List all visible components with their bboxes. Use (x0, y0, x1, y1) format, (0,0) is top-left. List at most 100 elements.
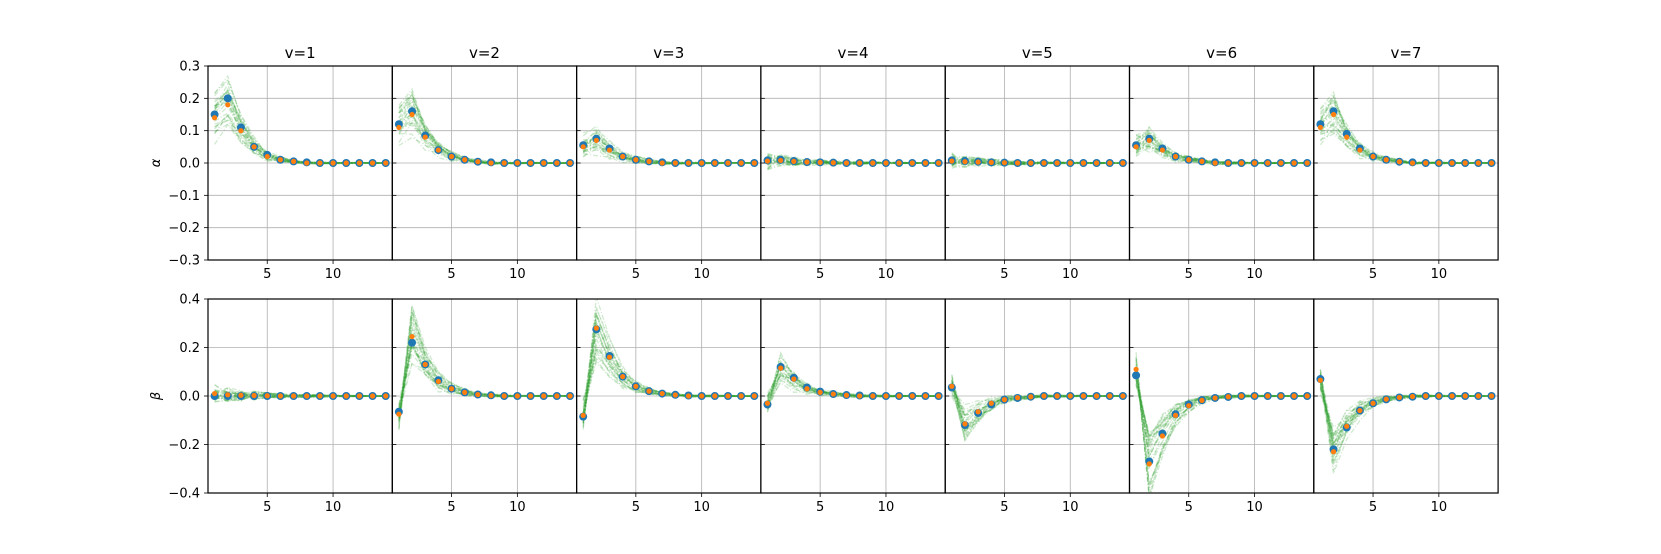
green-trajectory (582, 358, 755, 414)
orange-point (870, 393, 876, 399)
orange-point (554, 160, 560, 166)
green-trajectory (766, 378, 939, 410)
panel-r0-c1: 5 10 v=2 (391, 44, 578, 282)
green-trajectory (951, 382, 1123, 421)
orange-point (1436, 160, 1442, 166)
orange-point (1120, 160, 1126, 166)
green-trajectory (1320, 123, 1492, 165)
orange-point (672, 392, 678, 398)
orange-point (527, 160, 534, 166)
orange-point (751, 160, 757, 166)
orange-point (251, 144, 257, 150)
green-trajectory (951, 388, 1123, 411)
x-tick-label: 10 (325, 267, 342, 282)
green-trajectory (951, 378, 1123, 426)
orange-point (1436, 393, 1442, 399)
green-trajectory (398, 327, 571, 428)
x-tick-label: 10 (693, 267, 710, 282)
orange-point (949, 383, 955, 389)
orange-point (330, 160, 336, 166)
x-tick-label: 5 (447, 267, 455, 282)
orange-point (317, 160, 323, 166)
green-trajectory (951, 374, 1123, 432)
orange-point (225, 392, 231, 398)
orange-point (251, 392, 257, 399)
orange-point (606, 354, 613, 360)
x-tick-label: 5 (1369, 500, 1377, 515)
orange-point (541, 393, 547, 399)
orange-point (593, 137, 599, 143)
series-layer (579, 299, 759, 430)
green-trajectory (214, 383, 386, 399)
green-trajectory (214, 89, 386, 165)
green-trajectory (1135, 373, 1308, 444)
green-trajectory (1135, 383, 1308, 438)
orange-point (1133, 144, 1139, 150)
orange-point (830, 391, 836, 397)
orange-point (817, 389, 823, 395)
orange-point (580, 412, 586, 418)
orange-point (1199, 397, 1205, 403)
green-trajectory (1319, 370, 1492, 461)
green-trajectory (398, 122, 571, 165)
orange-point (475, 159, 481, 165)
x-tick-label: 10 (693, 500, 710, 515)
orange-point (764, 158, 771, 164)
orange-point (290, 158, 297, 164)
green-trajectory (582, 299, 755, 428)
orange-point (264, 393, 270, 399)
orange-point (646, 388, 652, 394)
green-trajectory (1135, 375, 1308, 448)
orange-point (1001, 160, 1008, 166)
green-trajectory (767, 155, 939, 166)
y-tick-label: −0.3 (168, 254, 200, 269)
orange-point (1462, 393, 1468, 399)
orange-point (1107, 160, 1113, 166)
orange-point (1251, 393, 1258, 399)
panel-r1-c3: 5 10 (760, 298, 946, 515)
green-trajectory (1135, 379, 1308, 459)
series-layer (1316, 369, 1496, 474)
orange-point (738, 160, 744, 166)
green-trajectory (214, 391, 386, 399)
green-trajectory (766, 370, 939, 410)
panel-title: v=7 (1390, 44, 1421, 62)
green-trajectory (1135, 357, 1308, 493)
orange-point (475, 391, 481, 398)
orange-point (1251, 160, 1258, 166)
series-layer (1132, 125, 1312, 167)
green-trajectory (582, 145, 755, 164)
orange-point (843, 160, 850, 166)
orange-point (1133, 366, 1139, 372)
orange-point (685, 160, 692, 166)
orange-point (343, 393, 349, 399)
orange-point (264, 153, 270, 160)
orange-point (514, 160, 520, 166)
orange-point (462, 157, 468, 163)
orange-point (1067, 160, 1073, 166)
orange-point (1462, 160, 1468, 166)
green-trajectory (398, 96, 571, 165)
orange-point (725, 393, 731, 399)
green-trajectory (1319, 386, 1492, 440)
x-tick-label: 5 (1000, 500, 1008, 515)
orange-point (501, 393, 507, 399)
y-tick-label: 0.0 (179, 390, 200, 405)
x-tick-label: 5 (447, 500, 455, 515)
panel-title: v=2 (469, 44, 500, 62)
x-tick-label: 5 (1369, 267, 1377, 282)
orange-point (778, 157, 784, 164)
green-trajectory (1135, 147, 1308, 165)
green-trajectory (1135, 380, 1308, 440)
orange-point (567, 393, 573, 399)
green-trajectory (583, 140, 755, 165)
orange-point (1475, 160, 1481, 166)
x-tick-label: 10 (1062, 500, 1079, 515)
orange-point (857, 160, 863, 166)
green-trajectory (1320, 110, 1492, 165)
orange-point (620, 153, 626, 160)
orange-point (1159, 433, 1166, 439)
green-trajectory (398, 310, 571, 430)
orange-point (541, 160, 547, 166)
